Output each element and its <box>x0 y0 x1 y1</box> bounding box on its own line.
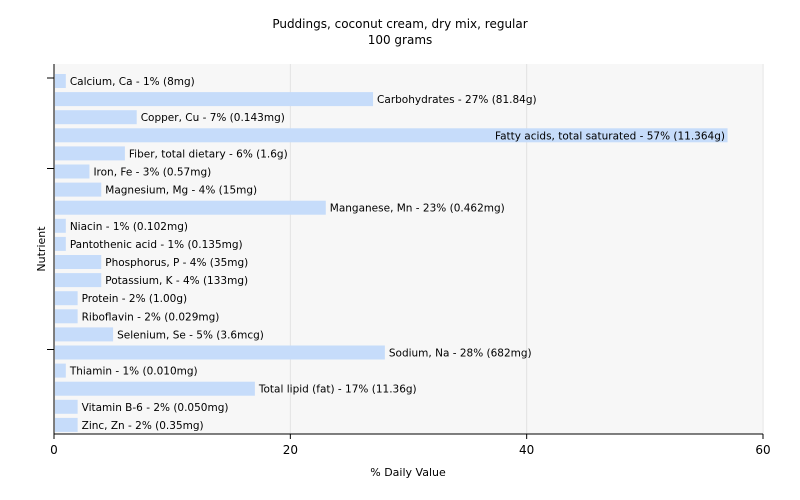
bar <box>55 128 728 143</box>
bar-value-label: Iron, Fe - 3% (0.57mg) <box>93 167 211 179</box>
bar <box>55 273 102 288</box>
bar-value-label: Sodium, Na - 28% (682mg) <box>389 348 532 360</box>
x-tick-label: 0 <box>50 443 58 457</box>
bar <box>55 218 66 233</box>
bar-value-label: Potassium, K - 4% (133mg) <box>105 275 248 287</box>
bar <box>55 363 66 378</box>
bar-value-label: Fiber, total dietary - 6% (1.6g) <box>129 148 288 160</box>
bars <box>55 74 728 432</box>
bar-labels: Calcium, Ca - 1% (8mg) Carbohydrates - 27… <box>69 76 725 432</box>
bar <box>55 255 102 269</box>
chart-subtitle: 100 grams <box>368 33 433 47</box>
bar <box>55 182 102 197</box>
chart-title: Puddings, coconut cream, dry mix, regula… <box>272 17 527 31</box>
bar <box>55 327 114 342</box>
bar-value-label: Copper, Cu - 7% (0.143mg) <box>141 112 285 124</box>
bar <box>55 417 78 432</box>
grid-lines <box>289 64 764 434</box>
bar-value-label: Carbohydrates - 27% (81.84g) <box>377 94 537 106</box>
y-axis-ticks <box>47 77 54 350</box>
bar-value-label: Magnesium, Mg - 4% (15mg) <box>105 185 257 197</box>
y-axis-label: Nutrient <box>35 226 48 272</box>
bar <box>55 200 326 215</box>
bar <box>55 309 78 324</box>
bar <box>55 399 78 414</box>
bar-value-label: Total lipid (fat) - 17% (11.36g) <box>258 384 417 396</box>
bar-value-label: Vitamin B-6 - 2% (0.050mg) <box>82 402 229 414</box>
bar-value-label: Thiamin - 1% (0.010mg) <box>69 366 198 378</box>
bar <box>55 146 125 161</box>
bar-value-label: Phosphorus, P - 4% (35mg) <box>105 257 248 269</box>
bar <box>55 164 90 179</box>
bar-value-label: Fatty acids, total saturated - 57% (11.3… <box>495 130 725 142</box>
x-tick-label: 20 <box>283 443 298 457</box>
bar-value-label: Niacin - 1% (0.102mg) <box>70 221 188 233</box>
bar <box>55 236 66 251</box>
bar <box>55 381 255 396</box>
bar-value-label: Pantothenic acid - 1% (0.135mg) <box>70 239 243 251</box>
x-axis-ticks: 0 20 40 60 <box>50 434 771 457</box>
plot-band <box>54 64 762 434</box>
bar-value-label: Manganese, Mn - 23% (0.462mg) <box>330 203 505 215</box>
x-tick-label: 60 <box>755 443 770 457</box>
bar <box>55 92 374 107</box>
bar-value-label: Selenium, Se - 5% (3.6mcg) <box>117 329 264 341</box>
bar <box>55 345 385 360</box>
x-axis-label: % Daily Value <box>370 466 446 479</box>
bar-value-label: Zinc, Zn - 2% (0.35mg) <box>82 420 204 432</box>
bar-value-label: Calcium, Ca - 1% (8mg) <box>70 76 195 88</box>
bar-value-label: Protein - 2% (1.00g) <box>82 293 188 305</box>
bar-value-label: Riboflavin - 2% (0.029mg) <box>82 311 220 323</box>
bar <box>55 74 66 88</box>
bar <box>55 291 78 306</box>
bar <box>55 110 137 125</box>
x-tick-label: 40 <box>519 443 534 457</box>
